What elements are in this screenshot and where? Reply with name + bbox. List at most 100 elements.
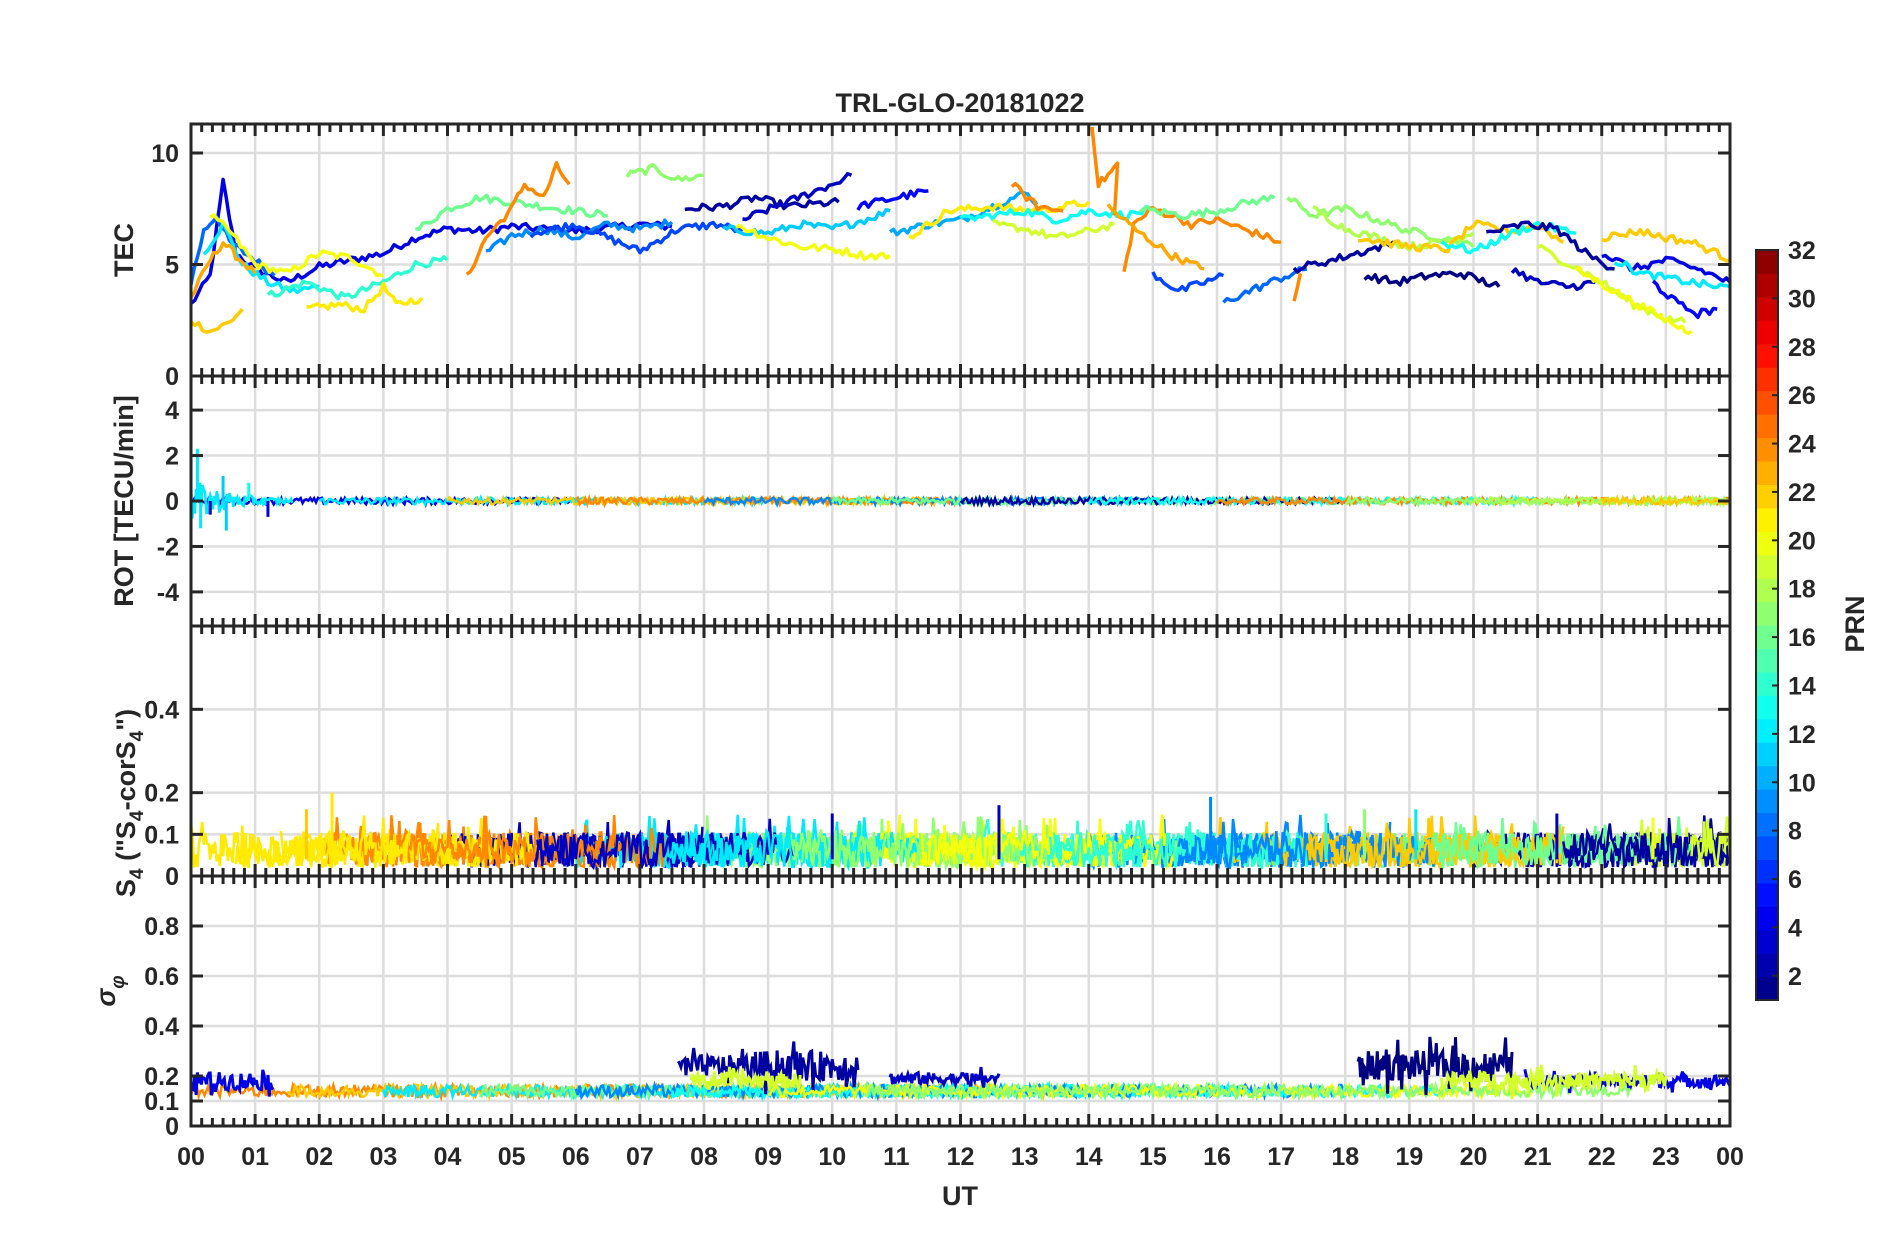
colorbar-tick-label: 18: [1788, 576, 1816, 604]
y-tick-label: -2: [157, 533, 179, 561]
panel-frame: [189, 874, 1732, 1128]
colorbar-tick-label: 20: [1788, 527, 1816, 555]
s4-series-prn-24: [407, 815, 666, 871]
x-tick-labels: 00 01 02 03 04 05 06 07 08 09 10 11 12 13 14 15 16 17 18 19…: [177, 1143, 1744, 1171]
colorbar-segment: [1756, 906, 1778, 931]
y-tick-label: 0: [165, 363, 179, 391]
colorbar-segment: [1756, 835, 1778, 860]
series-group: [191, 126, 1730, 336]
sigma-series-prn-1: [1356, 1036, 1514, 1096]
s4-series-prn-22: [1305, 822, 1565, 870]
x-tick-label: 13: [1011, 1143, 1039, 1171]
x-tick-label: 19: [1395, 1143, 1423, 1171]
colorbar-segment: [1756, 273, 1778, 298]
colorbar-segment: [1756, 742, 1778, 767]
panel-s4: 0 0.1 0.2 0.4S4 ("S4 -corS4 "): [111, 624, 1732, 897]
colorbar-label: PRN: [1840, 595, 1870, 652]
colorbar-tick-label: 32: [1788, 237, 1816, 265]
colorbar-tick-label: 10: [1788, 769, 1816, 797]
tec-series-prn-20: [735, 223, 891, 262]
x-tick-label: 00: [177, 1143, 205, 1171]
tec-series-prn-3: [742, 172, 853, 222]
panel-sigma_phi: 00.10.2 0.4 0.6 0.8 σφ: [91, 874, 1732, 1141]
sigma-series-prn-19: [1439, 1064, 1668, 1100]
x-tick-label: 03: [369, 1143, 397, 1171]
tec-series-prn-3: [1510, 267, 1596, 292]
sigma-series-prn-2: [676, 1047, 757, 1085]
colorbar-tick-label: 6: [1788, 866, 1802, 894]
colorbar-segment: [1756, 507, 1778, 532]
y-tick-label: 0.4: [144, 696, 179, 724]
y-tick-label: 0.8: [144, 913, 179, 941]
s4-series-prn-12: [664, 818, 922, 869]
tec-series-prn-23: [1106, 203, 1205, 271]
series-group: [191, 792, 1730, 873]
x-tick-label: 06: [562, 1143, 590, 1171]
y-axis-label-s4: S4 ("S4 -corS4 "): [111, 709, 148, 897]
colorbar-segment: [1756, 414, 1778, 439]
rot-series-prn-22: [1600, 494, 1729, 508]
colorbar-segment: [1756, 554, 1778, 579]
x-tick-label: 11: [883, 1143, 910, 1171]
tec-series-prn-5: [1651, 279, 1718, 320]
y-tick-label: 0: [165, 1113, 179, 1141]
colorbar-segment: [1756, 812, 1778, 837]
x-tick-label: 23: [1652, 1143, 1680, 1171]
colorbar-segment: [1756, 671, 1778, 696]
colorbar-segment: [1756, 460, 1778, 485]
x-tick-label: 08: [690, 1143, 718, 1171]
colorbar-tick-label: 8: [1788, 818, 1802, 846]
colorbar-tick-label: 24: [1788, 431, 1816, 459]
colorbar-segment: [1756, 296, 1778, 321]
tec-series-prn-13: [959, 205, 1154, 225]
y-tick-label: -4: [157, 579, 179, 607]
x-tick-label: 12: [947, 1143, 975, 1171]
tec-series-prn-2: [1485, 220, 1615, 271]
tec-series-prn-20: [209, 213, 384, 278]
tec-series-prn-22: [1601, 227, 1730, 263]
x-tick-label: 09: [754, 1143, 782, 1171]
x-tick-label: 21: [1524, 1143, 1552, 1171]
x-tick-label: 07: [626, 1143, 654, 1171]
tec-series-prn-19: [992, 218, 1115, 240]
x-tick-label: 14: [1075, 1143, 1103, 1171]
x-tick-label: 18: [1331, 1143, 1359, 1171]
panel-tec: 0 5 10 TEC: [109, 122, 1732, 391]
series-group: [191, 1036, 1730, 1103]
y-axis-label-rot: ROT [TECU/min]: [109, 395, 139, 606]
colorbar-segment: [1756, 531, 1778, 556]
tec-series-prn-10: [889, 190, 1038, 237]
tec-series-prn-24: [1292, 273, 1303, 302]
panel-rot: -4 -2 0 2 4 ROT [TECU/min]: [109, 374, 1732, 628]
colorbar-segment: [1756, 859, 1778, 884]
colorbar-segment: [1756, 390, 1778, 415]
x-tick-label: 17: [1267, 1143, 1295, 1171]
x-tick-label: 15: [1139, 1143, 1167, 1171]
y-tick-label: 0.4: [144, 1013, 179, 1041]
rot-early-noise: [191, 480, 294, 519]
colorbar-segment: [1756, 343, 1778, 368]
colorbar-tick-label: 12: [1788, 721, 1816, 749]
y-tick-label: 10: [151, 140, 179, 168]
series-group: [191, 448, 1730, 531]
y-tick-label: 5: [165, 251, 179, 279]
y-tick-label: 0.1: [144, 821, 179, 849]
colorbar-tick-label: 30: [1788, 285, 1816, 313]
y-tick-label: 0.6: [144, 963, 179, 991]
y-tick-label: 2: [165, 443, 179, 471]
colorbar-segment: [1756, 976, 1778, 1001]
tec-series-prn-17: [625, 162, 705, 183]
colorbar-segment: [1756, 250, 1778, 275]
x-tick-label: 16: [1203, 1143, 1231, 1171]
colorbar-segment: [1756, 484, 1778, 509]
y-tick-label: 4: [165, 397, 179, 425]
tec-series-prn-12: [1613, 260, 1730, 290]
colorbar-tick-label: 16: [1788, 624, 1816, 652]
colorbar-segment: [1756, 929, 1778, 954]
y-tick-label: 0: [165, 488, 179, 516]
s4-series-prn-3: [536, 818, 794, 871]
colorbar-tick-label: 26: [1788, 382, 1816, 410]
